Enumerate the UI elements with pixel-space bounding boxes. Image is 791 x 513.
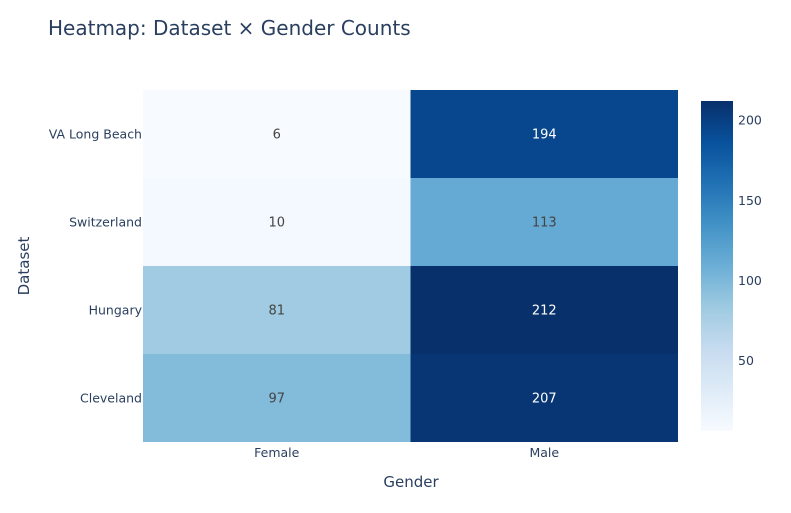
heatmap-cell (410, 178, 678, 266)
colorbar-tick-label: 100 (738, 273, 762, 288)
colorbar-tick-label: 50 (738, 353, 754, 368)
heatmap-cell (143, 90, 411, 178)
cell-value-label: 113 (532, 216, 557, 231)
heatmap-cell (143, 178, 411, 266)
x-axis-ticks: Female Male (254, 445, 559, 460)
heatmap-cell (410, 266, 678, 354)
y-tick-label: Cleveland (80, 391, 142, 406)
cell-value-label: 207 (532, 392, 557, 407)
y-tick-label: VA Long Beach (49, 127, 142, 142)
y-axis-title: Dataset (15, 237, 33, 296)
x-tick-label: Female (254, 445, 300, 460)
cell-value-label: 10 (268, 216, 285, 231)
y-tick-label: Switzerland (69, 215, 142, 230)
heatmap-cell (410, 90, 678, 178)
heatmap-cell (143, 354, 411, 442)
cell-value-label: 212 (532, 304, 557, 319)
colorbar-tick-label: 200 (738, 113, 762, 128)
cell-value-label: 6 (273, 128, 281, 143)
y-tick-label: Hungary (89, 303, 143, 318)
x-tick-label: Male (529, 445, 559, 460)
x-axis-title: Gender (383, 473, 439, 491)
heatmap-cell (143, 266, 411, 354)
colorbar-tick-label: 150 (738, 193, 762, 208)
cell-value-label: 97 (268, 392, 285, 407)
colorbar: 50 100 150 200 (701, 101, 762, 431)
chart-title: Heatmap: Dataset × Gender Counts (48, 16, 411, 40)
y-axis-ticks: Cleveland Hungary Switzerland VA Long Beach (49, 127, 143, 406)
cell-value-label: 194 (532, 128, 557, 143)
heatmap-cell (410, 354, 678, 442)
colorbar-gradient (701, 101, 733, 431)
cell-value-label: 81 (268, 304, 285, 319)
heatmap-cells: 97 207 81 212 10 113 6 194 (143, 90, 678, 442)
